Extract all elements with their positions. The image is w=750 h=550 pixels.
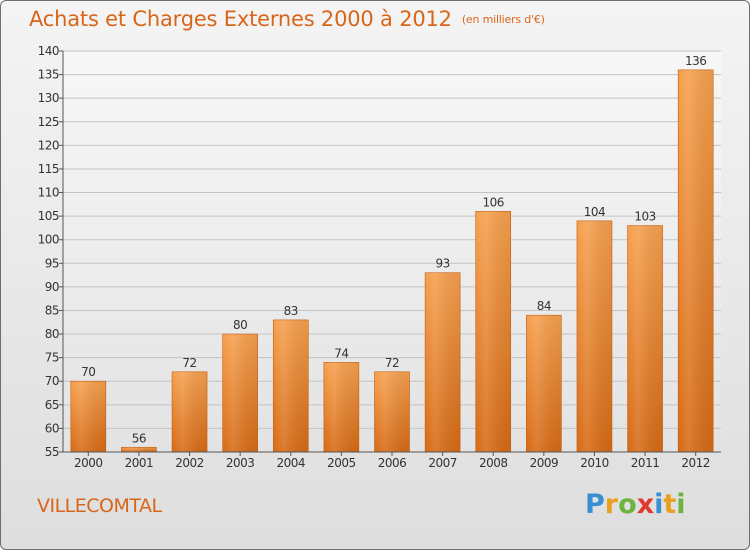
data-label-2009: 84 xyxy=(537,299,551,313)
y-tick-label: 95 xyxy=(45,256,59,270)
data-label-2003: 80 xyxy=(233,318,247,332)
y-tick-label: 80 xyxy=(45,327,59,341)
x-tick-label-2007: 2007 xyxy=(428,456,457,470)
data-label-2007: 93 xyxy=(435,257,449,271)
y-tick-label: 55 xyxy=(45,445,59,459)
data-label-2001: 56 xyxy=(132,431,146,445)
y-tick-label: 70 xyxy=(45,374,59,388)
x-tick-label-2010: 2010 xyxy=(580,456,609,470)
bar-shine xyxy=(627,225,663,452)
logo-letter: P xyxy=(585,489,605,520)
y-tick-label: 130 xyxy=(38,91,59,105)
y-tick-label: 140 xyxy=(38,44,59,58)
bar-shine xyxy=(374,371,410,452)
data-label-2012: 136 xyxy=(685,54,706,68)
x-tick-label-2009: 2009 xyxy=(530,456,559,470)
x-tick-label-2002: 2002 xyxy=(175,456,204,470)
chart-title-text: Achats et Charges Externes 2000 à 2012 xyxy=(29,7,452,31)
data-label-2002: 72 xyxy=(182,356,196,370)
y-tick-label: 110 xyxy=(38,186,59,200)
data-label-2011: 103 xyxy=(634,210,655,224)
proxiti-logo: Proxiti xyxy=(585,489,686,520)
bar-shine xyxy=(576,220,612,452)
bar-shine xyxy=(172,371,208,452)
y-tick-label: 125 xyxy=(38,115,59,129)
x-tick-label-2011: 2011 xyxy=(631,456,660,470)
y-tick-label: 120 xyxy=(38,138,59,152)
logo-letter: r xyxy=(604,489,619,520)
commune-name: VILLECOMTAL xyxy=(37,495,162,517)
bars xyxy=(70,69,714,453)
y-tick-label: 75 xyxy=(45,351,59,365)
y-tick-label: 85 xyxy=(45,303,59,317)
chart-unit-note: (en milliers d'€) xyxy=(461,13,545,26)
bar-shine xyxy=(121,447,157,452)
x-tick-label-2001: 2001 xyxy=(125,456,154,470)
y-tick-label: 60 xyxy=(45,421,59,435)
logo-letter: i xyxy=(654,489,664,520)
x-tick-label-2008: 2008 xyxy=(479,456,508,470)
bar-shine xyxy=(323,362,359,452)
y-tick-label: 100 xyxy=(38,233,59,247)
data-label-2005: 74 xyxy=(334,346,348,360)
data-label-2000: 70 xyxy=(81,365,95,379)
data-labels: 70 56 72 80 83 74 72 93 106 84 104 103 136 xyxy=(81,54,707,445)
bar-shine xyxy=(526,315,562,452)
logo-letter: i xyxy=(676,489,686,520)
x-tick-label-2003: 2003 xyxy=(226,456,255,470)
logo-letter: x xyxy=(636,489,655,520)
bar-shine xyxy=(678,69,714,452)
x-tick-label-2012: 2012 xyxy=(681,456,710,470)
x-tick-label-2006: 2006 xyxy=(378,456,407,470)
y-tick-label: 105 xyxy=(38,209,59,223)
x-tick-label-2005: 2005 xyxy=(327,456,356,470)
data-label-2004: 83 xyxy=(284,304,298,318)
chart-title: Achats et Charges Externes 2000 à 2012 (e… xyxy=(29,7,545,31)
data-label-2008: 106 xyxy=(483,195,504,209)
bar-shine xyxy=(273,319,309,452)
bar-shine xyxy=(475,211,511,452)
bar-shine xyxy=(425,272,461,452)
x-tick-label-2000: 2000 xyxy=(74,456,103,470)
y-tick-label: 135 xyxy=(38,68,59,82)
bar-shine xyxy=(222,334,258,452)
x-tick-label-2004: 2004 xyxy=(276,456,305,470)
bar-shine xyxy=(70,381,106,452)
y-tick-label: 90 xyxy=(45,280,59,294)
y-tick-label: 65 xyxy=(45,398,59,412)
data-label-2010: 104 xyxy=(584,205,605,219)
y-tick-label: 115 xyxy=(38,162,59,176)
y-axis: 55 60 65 70 75 80 85 90 95 100 105 110 115 120 125 130 1… xyxy=(38,44,64,459)
logo-letter: t xyxy=(663,489,677,520)
data-label-2006: 72 xyxy=(385,356,399,370)
logo-letter: o xyxy=(618,489,637,520)
x-axis: 2000 2001 2002 2003 2004 2005 2006 2007 2008 2009… xyxy=(63,451,721,470)
